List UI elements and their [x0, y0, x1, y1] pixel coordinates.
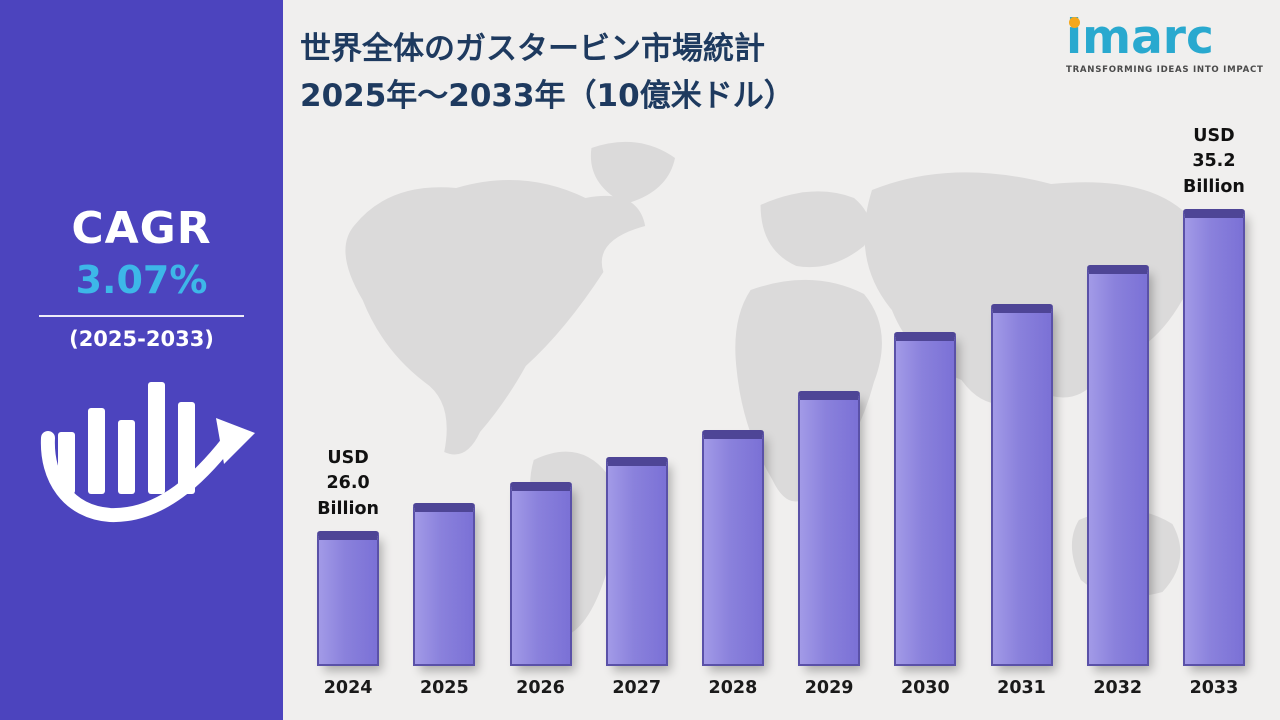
cagr-value: 3.07%	[75, 258, 208, 303]
bar-value-label: USD 26.0 Billion	[317, 447, 380, 519]
cagr-block: CAGR 3.07% (2025-2033)	[0, 203, 283, 352]
x-axis-label: 2032	[1093, 678, 1143, 698]
imarc-logo: imarc TRANSFORMING IDEAS INTO IMPACT	[1066, 14, 1264, 75]
bar-2030	[894, 332, 957, 666]
x-axis-label: 2027	[612, 678, 662, 698]
bar-2025	[413, 503, 476, 666]
bar-2032	[1086, 265, 1149, 666]
bar-value-label: USD 35.2 Billion	[1183, 125, 1245, 197]
imarc-logo-text: imarc	[1066, 14, 1256, 61]
page-title-line1: 世界全体のガスタービン市場統計	[300, 31, 765, 67]
divider	[39, 315, 244, 318]
bar-column: 2027	[589, 457, 685, 698]
bar-column: 2026	[492, 482, 588, 698]
cagr-period: (2025-2033)	[69, 327, 214, 352]
bar-2028	[701, 430, 764, 666]
imarc-wordmark: imarc	[1066, 10, 1214, 65]
x-axis-label: 2026	[516, 678, 565, 698]
bar-column: USD 26.0 Billion 2024	[300, 446, 396, 698]
bar-column: USD 35.2 Billion 2033	[1166, 124, 1262, 698]
bar-column: 2030	[877, 332, 973, 698]
bar-2029	[798, 391, 861, 666]
page-title: 世界全体のガスタービン市場統計 2025年～2033年（10億米ドル）	[300, 26, 1060, 119]
bar-column: 2028	[685, 430, 781, 698]
bar-2033	[1182, 209, 1245, 666]
bar-2031	[990, 304, 1053, 666]
x-axis-label: 2025	[419, 678, 469, 698]
x-axis-label: 2024	[323, 678, 373, 698]
bar-column: 2032	[1070, 265, 1166, 698]
logo-orange-dot-icon	[1069, 17, 1080, 28]
bar-chart-bars: USD 26.0 Billion 2024 2025 2026 2027 2028 2029…	[300, 124, 1262, 698]
bar-column: 2029	[781, 391, 877, 698]
bar-column: 2025	[396, 503, 492, 698]
sidebar: CAGR 3.07% (2025-2033)	[0, 0, 283, 720]
bar-chart: USD 26.0 Billion 2024 2025 2026 2027 2028 2029…	[300, 38, 1262, 698]
x-axis-label: 2030	[900, 678, 950, 698]
x-axis-label: 2031	[997, 678, 1046, 698]
bar-2026	[509, 482, 572, 666]
x-axis-label: 2028	[708, 678, 758, 698]
cagr-label: CAGR	[71, 203, 212, 254]
growth-chart-arrow-icon	[40, 360, 255, 539]
bar-column: 2031	[973, 304, 1069, 698]
x-axis-label: 2029	[804, 678, 854, 698]
page-title-line2: 2025年～2033年（10億米ドル）	[300, 77, 795, 114]
x-axis-label: 2033	[1189, 678, 1239, 698]
bar-2027	[605, 457, 668, 666]
imarc-tagline: TRANSFORMING IDEAS INTO IMPACT	[1066, 65, 1264, 75]
bar-2024	[317, 531, 380, 666]
